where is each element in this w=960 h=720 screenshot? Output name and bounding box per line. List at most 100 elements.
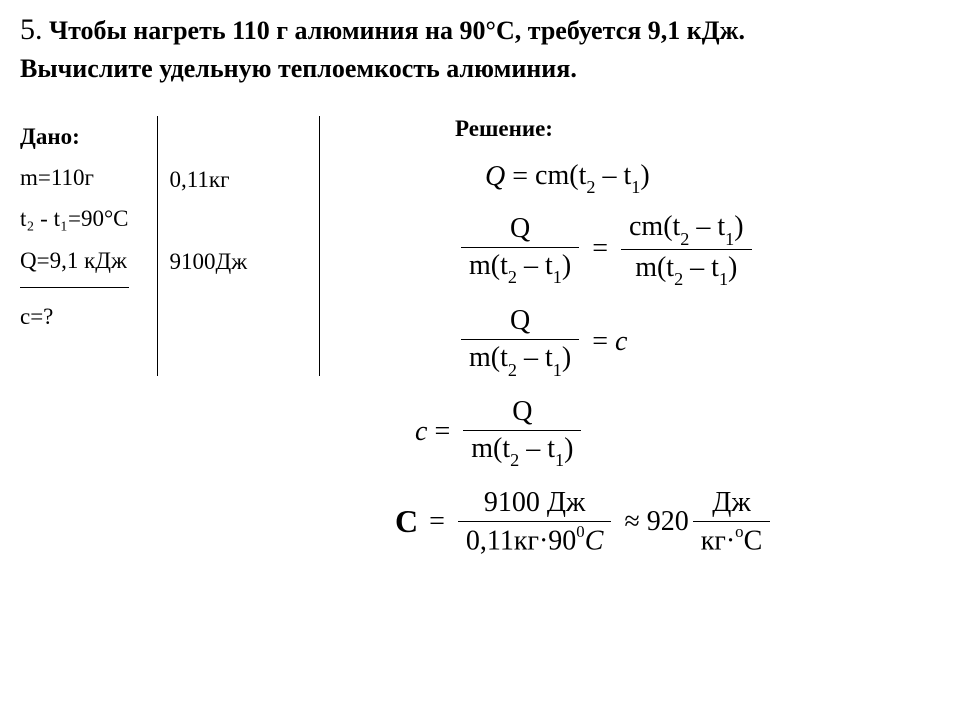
prob-mass: 110 г [232, 16, 288, 45]
eq-close-e: ) [562, 342, 571, 373]
frac4-bot: m(t2 – t1) [463, 431, 581, 471]
frac-4: Q m(t2 – t1) [463, 394, 581, 471]
ub-dot: · [726, 525, 735, 556]
solution-label: Решение: [455, 116, 553, 141]
frac-final: 9100 Дж 0,11кг·900C [458, 485, 611, 559]
result-value: 920 [647, 506, 689, 538]
work-area: Дано: m=110г t₂ - t₁=90°С Q=9,1 кДж c=? … [20, 116, 940, 573]
eq-minus-b: – t [517, 250, 553, 281]
final-C: C [395, 503, 418, 540]
den-pre-3: m(t [469, 342, 508, 373]
given-dt: t₂ - t₁=90°С [20, 198, 129, 239]
page: 5. Чтобы нагреть 110 г алюминия на 90°С,… [0, 0, 960, 720]
unit-top: Дж [704, 485, 758, 521]
eq-minus-d: – t [683, 252, 719, 283]
equation-5: C = 9100 Дж 0,11кг·900C ≈ 920 Дж кг·oС [395, 485, 776, 559]
eq-equals: = [505, 161, 535, 193]
conv-q: 9100Дж [170, 241, 248, 282]
fracf-bot: 0,11кг·900C [458, 522, 611, 559]
frac-r-top: cm(t2 – t1) [621, 209, 752, 249]
eq-close-f: ) [564, 433, 573, 464]
eq-minus-f: – t [519, 433, 555, 464]
fden-temp: 90 [548, 525, 576, 556]
eq1-rhs-pre: cm(t [535, 160, 586, 191]
unit-bot: кг·oС [693, 522, 771, 559]
solution-block: Решение: Q = cm(t2 – t1) Q m(t2 – t1) [455, 116, 776, 573]
eq-minus: – t [595, 160, 631, 191]
eq-equals-4: = [427, 416, 457, 448]
given-label: Дано: [20, 124, 80, 149]
eq-equals-5: = [422, 506, 452, 538]
conv-mass: 0,11кг [170, 159, 248, 200]
problem-number: 5. [20, 13, 43, 46]
frac-l-top: Q [502, 211, 538, 247]
frac-unit: Дж кг·oС [693, 485, 771, 559]
eq3-c: c [615, 326, 627, 358]
eq4-c: c [415, 416, 427, 448]
eq-close-b: ) [562, 250, 571, 281]
conversion-column: 0,11кг 9100Дж [157, 116, 248, 376]
equation-2: Q m(t2 – t1) = cm(t2 – t1) m(t2 – t1) [455, 209, 776, 289]
conv-blank [170, 200, 248, 241]
approx-sign: ≈ [617, 506, 646, 538]
prob-text-1: Чтобы нагреть [49, 16, 232, 45]
ub-C: С [744, 525, 763, 556]
given-column: Дано: m=110г t₂ - t₁=90°С Q=9,1 кДж c=? [20, 116, 129, 376]
given-q: Q=9,1 кДж [20, 240, 129, 281]
sub-1d: 1 [719, 269, 728, 289]
sub-1b: 1 [553, 267, 562, 287]
eq-minus-c: – t [689, 211, 725, 242]
sub-1f: 1 [555, 450, 564, 470]
sub-1e: 1 [553, 360, 562, 380]
ub-deg: o [735, 522, 743, 541]
given-wrap: Дано: m=110г t₂ - t₁=90°С Q=9,1 кДж c=? … [20, 116, 320, 376]
fden-mass: 0,11кг [466, 525, 539, 556]
frac-r-bot: m(t2 – t1) [627, 250, 745, 290]
sub-1c: 1 [725, 229, 734, 249]
den-pre: m(t [469, 250, 508, 281]
eq1-Q: Q [485, 161, 505, 193]
frac3-top: Q [502, 303, 538, 339]
fden-deg: 0 [576, 522, 584, 541]
frac-left: Q m(t2 – t1) [461, 211, 579, 288]
given-block: Дано: m=110г t₂ - t₁=90°С Q=9,1 кДж c=? … [20, 116, 320, 376]
prob-line2: Вычислите удельную теплоемкость алюминия… [20, 54, 577, 83]
sub-2f: 2 [510, 450, 519, 470]
sub-2: 2 [586, 177, 595, 197]
eq-equals-3: = [585, 326, 615, 358]
eq-close: ) [640, 160, 649, 191]
sub-2b: 2 [508, 267, 517, 287]
given-mass: m=110г [20, 157, 129, 198]
sub-1: 1 [631, 177, 640, 197]
prob-text-2: алюминия на [288, 16, 460, 45]
den-pre-2: m(t [635, 252, 674, 283]
prob-text-4: . [739, 16, 746, 45]
sub-2d: 2 [674, 269, 683, 289]
equation-4: c = Q m(t2 – t1) [415, 394, 776, 471]
sub-2e: 2 [508, 360, 517, 380]
frac-3: Q m(t2 – t1) [461, 303, 579, 380]
ub-kg: кг [701, 525, 726, 556]
eq-close-c: ) [734, 211, 743, 242]
fden-C: C [585, 525, 604, 556]
divider-icon [20, 287, 129, 288]
den-pre-4: m(t [471, 433, 510, 464]
prob-text-3: , требуется [515, 16, 648, 45]
given-find: c=? [20, 296, 129, 337]
frac-l-bot: m(t2 – t1) [461, 248, 579, 288]
approx: ≈ [624, 506, 639, 537]
prob-energy: 9,1 кДж [648, 16, 739, 45]
problem-statement: 5. Чтобы нагреть 110 г алюминия на 90°С,… [20, 10, 940, 86]
fden-dot: · [539, 525, 548, 556]
eq1-rhs: cm(t2 – t1) [535, 160, 650, 196]
frac3-bot: m(t2 – t1) [461, 340, 579, 380]
fracf-top: 9100 Дж [476, 485, 593, 521]
sub-2c: 2 [680, 229, 689, 249]
prob-dt: 90°С [460, 16, 515, 45]
equation-3: Q m(t2 – t1) = c [455, 303, 776, 380]
eq-minus-e: – t [517, 342, 553, 373]
frac4-top: Q [504, 394, 540, 430]
eq-close-d: ) [728, 252, 737, 283]
frac-right: cm(t2 – t1) m(t2 – t1) [621, 209, 752, 289]
num-pre: cm(t [629, 211, 680, 242]
